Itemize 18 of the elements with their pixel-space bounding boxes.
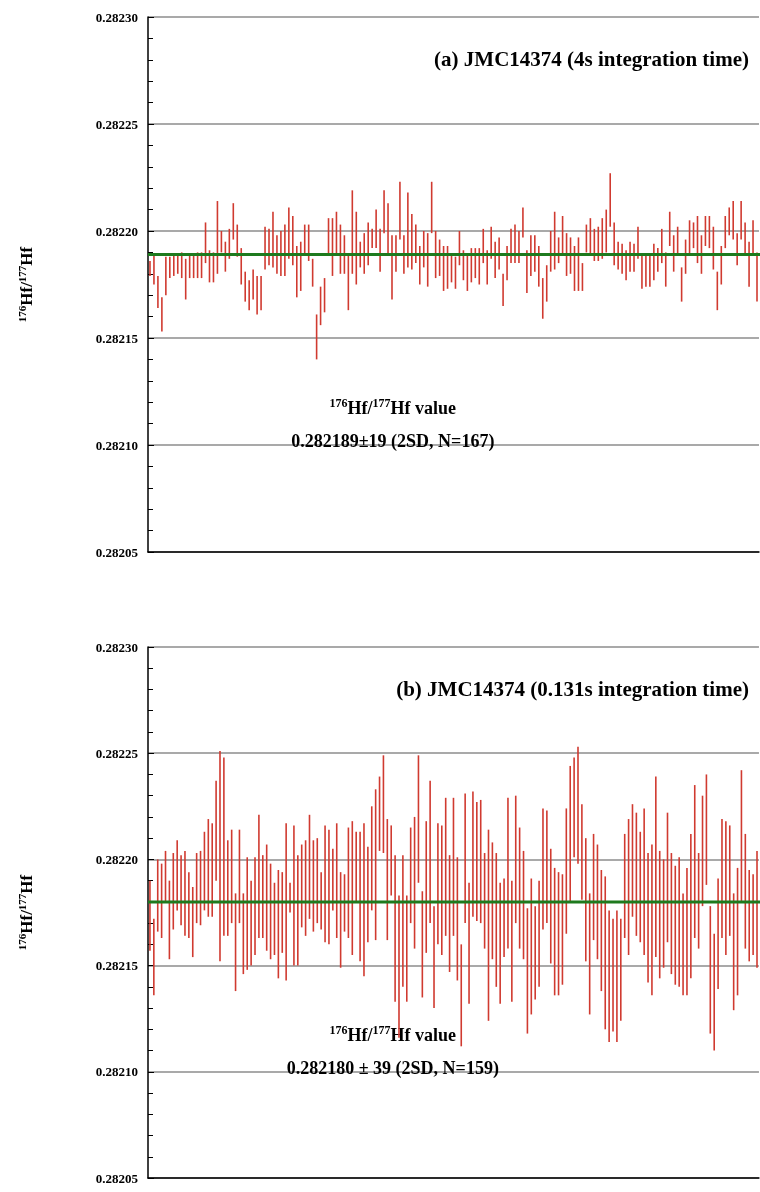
annotation: 0.282189±19 (2SD, N=167) — [291, 430, 495, 452]
y-tick-label: 0.28205 — [95, 544, 139, 560]
y-tick-label: 0.28225 — [95, 745, 139, 761]
y-tick-label: 0.28210 — [95, 1064, 138, 1080]
y-tick-label: 0.28220 — [95, 851, 138, 867]
y-tick-label: 0.28215 — [95, 330, 139, 346]
annotation: 0.282180 ± 39 (2SD, N=159) — [286, 1057, 499, 1079]
y-tick-label: 0.28205 — [95, 1170, 139, 1186]
y-tick-label: 0.28230 — [95, 9, 138, 25]
y-tick-label: 0.28215 — [95, 958, 139, 974]
y-tick-label: 0.28230 — [95, 639, 138, 655]
text: (a) JMC14374 (4s integration time) — [434, 46, 750, 71]
y-axis-title: 176Hf/177Hf — [15, 246, 36, 323]
text: (b) JMC14374 (0.131s integration time) — [396, 676, 750, 701]
y-axis-title: 176Hf/177Hf — [15, 874, 36, 951]
y-tick-label: 0.28210 — [95, 437, 138, 453]
y-tick-label: 0.28220 — [95, 223, 138, 239]
y-tick-label: 0.28225 — [95, 116, 139, 132]
